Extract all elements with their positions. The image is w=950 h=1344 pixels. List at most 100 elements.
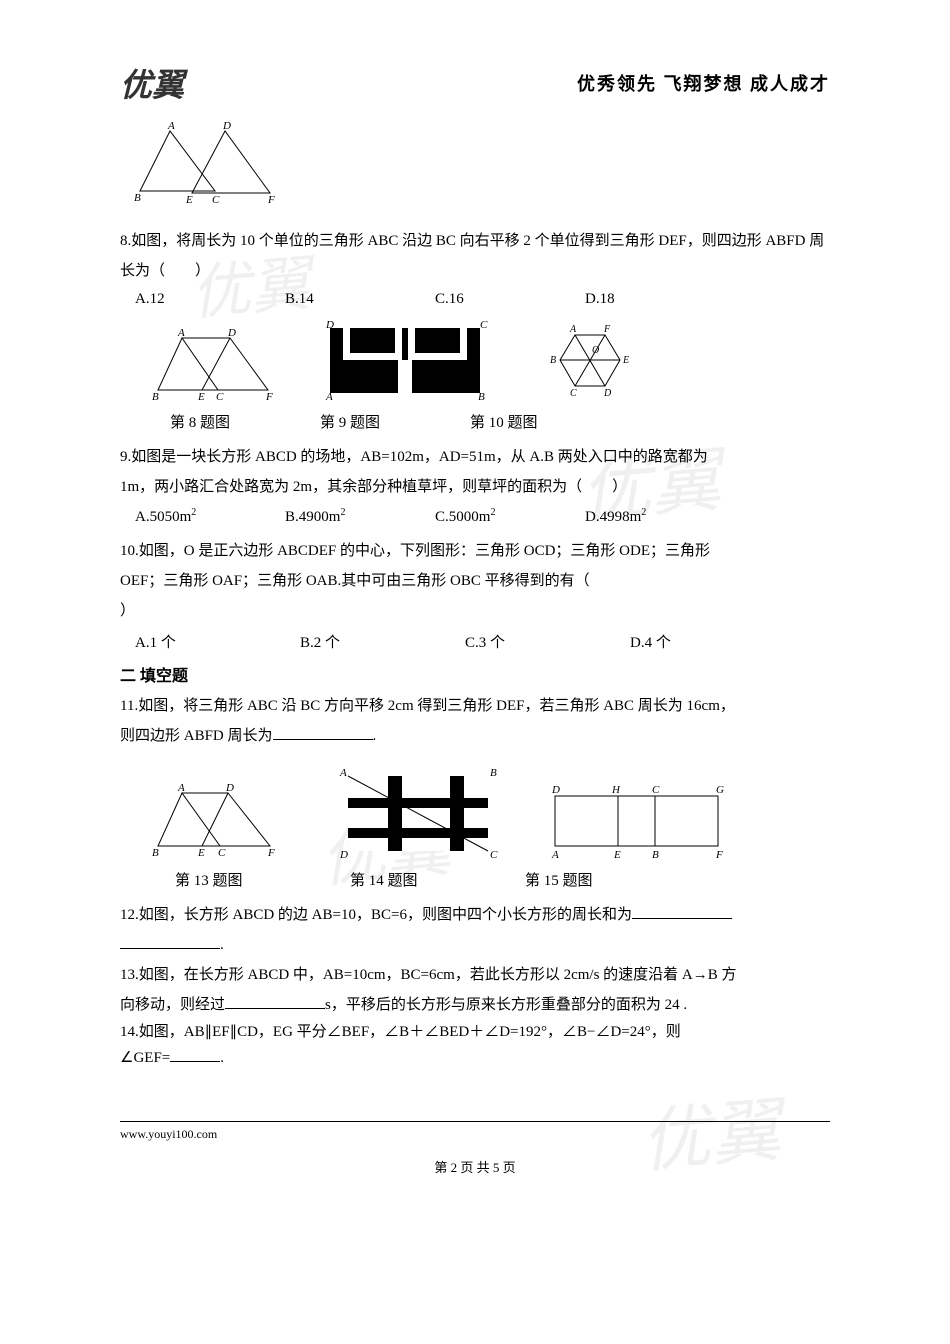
q9-optC: C.5000m2 [435, 507, 585, 526]
svg-text:F: F [265, 391, 273, 403]
svg-text:E: E [613, 849, 621, 861]
question-13: 13.如图，在长方形 ABCD 中，AB=10cm，BC=6cm，若此长方形以 … [120, 960, 830, 1020]
q8-optA: A.12 [135, 291, 285, 308]
svg-text:E: E [197, 847, 205, 859]
svg-text:C: C [480, 319, 488, 331]
svg-text:D: D [339, 849, 348, 861]
svg-text:F: F [267, 847, 275, 859]
figure-9: D C A B [320, 318, 490, 403]
svg-text:A: A [177, 328, 185, 339]
q12-text: 12.如图，长方形 ABCD 的边 AB=10，BC=6，则图中四个小长方形的周… [120, 900, 830, 930]
q10-optC: C.3 个 [465, 631, 630, 652]
svg-text:H: H [611, 784, 621, 796]
q8-optC: C.16 [435, 291, 585, 308]
blank-12a [632, 904, 732, 919]
q8-text: 8.如图，将周长为 10 个单位的三角形 ABC 沿边 BC 向右平移 2 个单… [120, 226, 830, 286]
q9-options: A.5050m2 B.4900m2 C.5000m2 D.4998m2 [135, 507, 830, 526]
figure-10: A F B E C D O [520, 318, 650, 403]
svg-text:B: B [550, 355, 556, 366]
q8-options: A.12 B.14 C.16 D.18 [135, 291, 830, 308]
svg-text:B: B [152, 847, 159, 859]
svg-text:A: A [551, 849, 559, 861]
question-11: 11.如图，将三角形 ABC 沿 BC 方向平移 2cm 得到三角形 DEF，若… [120, 691, 830, 751]
footer-url: www.youyi100.com [120, 1127, 830, 1142]
caption-9: 第 9 题图 [320, 411, 420, 432]
svg-text:F: F [715, 849, 723, 861]
q10-optB: B.2 个 [300, 631, 465, 652]
svg-text:D: D [551, 784, 560, 796]
blank-14 [170, 1047, 220, 1062]
svg-text:D: D [603, 388, 612, 399]
svg-text:A: A [569, 324, 577, 335]
svg-text:E: E [197, 391, 205, 403]
page-header: 优翼 优秀领先 飞翔梦想 成人成才 [120, 60, 830, 106]
blank-13 [225, 994, 325, 1009]
q10-options: A.1 个 B.2 个 C.3 个 D.4 个 [135, 631, 830, 652]
q13-line2: 向移动，则经过s，平移后的长方形与原来长方形重叠部分的面积为 24 . [120, 990, 830, 1020]
question-9: 9.如图是一块长方形 ABCD 的场地，AB=102m，AD=51m，从 A.B… [120, 442, 830, 502]
svg-text:E: E [185, 194, 193, 206]
svg-text:G: G [716, 784, 724, 796]
figure-13: A D B E C F [150, 781, 290, 861]
question-8: 8.如图，将周长为 10 个单位的三角形 ABC 沿边 BC 向右平移 2 个单… [120, 226, 830, 286]
caption-13: 第 13 题图 [175, 869, 275, 890]
svg-text:B: B [478, 391, 485, 403]
blank-11 [273, 725, 373, 740]
svg-text:A: A [339, 767, 347, 779]
question-10: 10.如图，O 是正六边形 ABCDEF 的中心，下列图形：三角形 OCD；三角… [120, 536, 830, 626]
svg-text:B: B [490, 767, 497, 779]
header-slogan: 优秀领先 飞翔梦想 成人成才 [577, 70, 830, 96]
q10-line2: OEF；三角形 OAF；三角形 OAB.其中可由三角形 OBC 平移得到的有（ [120, 566, 830, 596]
q8-optD: D.18 [585, 291, 735, 308]
blank-12b [120, 934, 220, 949]
q10-line1: 10.如图，O 是正六边形 ABCDEF 的中心，下列图形：三角形 OCD；三角… [120, 536, 830, 566]
svg-text:B: B [152, 391, 159, 403]
caption-14: 第 14 题图 [350, 869, 450, 890]
svg-text:A: A [167, 121, 175, 132]
figure-15: D H C G A E B F [540, 781, 740, 861]
svg-text:D: D [222, 121, 231, 132]
q8-optB: B.14 [285, 291, 435, 308]
svg-text:A: A [177, 782, 185, 794]
svg-text:C: C [570, 388, 577, 399]
q9-line1: 9.如图是一块长方形 ABCD 的场地，AB=102m，AD=51m，从 A.B… [120, 442, 830, 472]
svg-text:F: F [603, 324, 611, 335]
q10-line3: ） [120, 596, 830, 626]
svg-text:C: C [212, 194, 220, 206]
q11-line2: 则四边形 ABFD 周长为. [120, 721, 830, 751]
figures-8-9-10: A D B E C F D C A B A F B E C [150, 318, 830, 403]
q10-optA: A.1 个 [135, 631, 300, 652]
figure-captions-row2: 第 13 题图 第 14 题图 第 15 题图 [175, 869, 830, 890]
q13-line1: 13.如图，在长方形 ABCD 中，AB=10cm，BC=6cm，若此长方形以 … [120, 960, 830, 990]
q14-line2: ∠GEF=. [120, 1046, 830, 1072]
svg-text:B: B [652, 849, 659, 861]
svg-text:C: C [218, 847, 226, 859]
page-number: 第 2 页 共 5 页 [120, 1157, 830, 1176]
figure-8: A D B E C F [150, 328, 290, 403]
figure-14: A B D C [330, 766, 500, 861]
q9-optB: B.4900m2 [285, 507, 435, 526]
svg-text:C: C [490, 849, 498, 861]
svg-text:O: O [592, 345, 599, 356]
q9-optA: A.5050m2 [135, 507, 285, 526]
svg-text:F: F [267, 194, 275, 206]
q9-optD: D.4998m2 [585, 507, 735, 526]
q11-line1: 11.如图，将三角形 ABC 沿 BC 方向平移 2cm 得到三角形 DEF，若… [120, 691, 830, 721]
caption-10: 第 10 题图 [470, 411, 570, 432]
q14-line1: 14.如图，AB∥EF∥CD，EG 平分∠BEF，∠B＋∠BED＋∠D=192°… [120, 1020, 830, 1046]
section-2-title: 二 填空题 [120, 662, 830, 686]
svg-text:C: C [652, 784, 660, 796]
svg-text:C: C [216, 391, 224, 403]
svg-text:D: D [225, 782, 234, 794]
svg-text:E: E [622, 355, 629, 366]
svg-text:A: A [325, 391, 333, 403]
q9-line2: 1m，两小路汇合处路宽为 2m，其余部分种植草坪，则草坪的面积为（ ） [120, 472, 830, 502]
svg-text:D: D [325, 319, 334, 331]
question-14: 14.如图，AB∥EF∥CD，EG 平分∠BEF，∠B＋∠BED＋∠D=192°… [120, 1020, 830, 1071]
figure-q7: A D B E C F [130, 121, 830, 211]
svg-text:B: B [134, 192, 141, 204]
caption-8: 第 8 题图 [170, 411, 270, 432]
question-12: 12.如图，长方形 ABCD 的边 AB=10，BC=6，则图中四个小长方形的周… [120, 900, 830, 960]
figure-captions-row1: 第 8 题图 第 9 题图 第 10 题图 [170, 411, 830, 432]
q10-optD: D.4 个 [630, 631, 795, 652]
